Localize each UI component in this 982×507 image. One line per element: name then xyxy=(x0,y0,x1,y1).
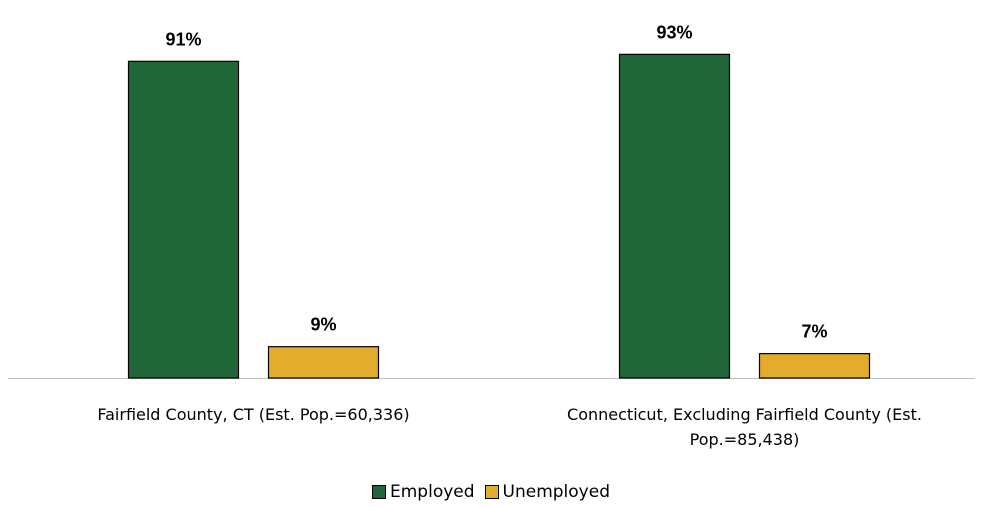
bar-employed-0 xyxy=(129,61,239,378)
data-label-employed-0: 91% xyxy=(165,29,201,49)
data-label-unemployed-0: 9% xyxy=(310,315,336,335)
bar-unemployed-1 xyxy=(760,354,870,378)
category-label-1-0: Connecticut, Excluding Fairfield County … xyxy=(567,405,922,424)
category-label-1-1: Pop.=85,438) xyxy=(690,430,800,449)
data-label-employed-1: 93% xyxy=(656,22,692,42)
bar-employed-1 xyxy=(620,54,730,378)
legend-label-unemployed: Unemployed xyxy=(503,482,610,502)
legend-swatch-unemployed xyxy=(485,485,499,499)
category-label-0-0: Fairfield County, CT (Est. Pop.=60,336) xyxy=(97,405,409,424)
legend-item-unemployed: Unemployed xyxy=(485,482,610,502)
bar-unemployed-0 xyxy=(269,347,379,378)
legend-swatch-employed xyxy=(372,485,386,499)
bar-chart: 91% 9% Fairfield County, CT (Est. Pop.=60,… xyxy=(0,0,982,480)
legend: Employed Unemployed xyxy=(0,482,982,502)
data-label-unemployed-1: 7% xyxy=(801,322,827,342)
legend-item-employed: Employed xyxy=(372,482,475,502)
legend-label-employed: Employed xyxy=(390,482,475,502)
